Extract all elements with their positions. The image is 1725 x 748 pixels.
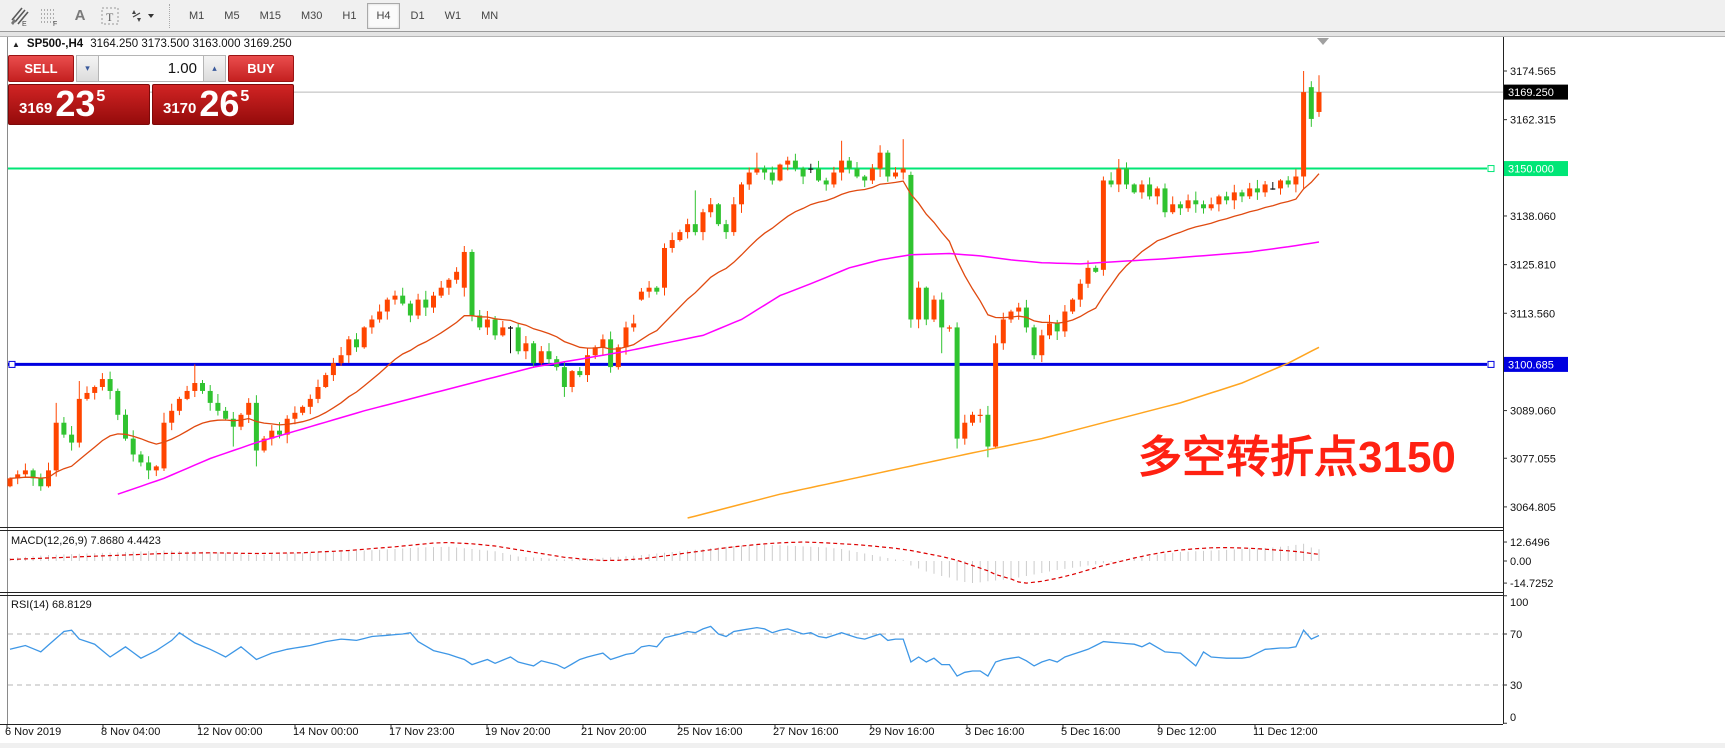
- sell-price-prefix: 3169: [19, 100, 53, 117]
- candles-group: [7, 71, 1322, 491]
- volume-input[interactable]: [99, 55, 203, 82]
- time-axis: [6, 725, 1256, 729]
- buy-button[interactable]: BUY: [228, 55, 294, 82]
- fibonacci-grid-icon: F: [41, 9, 57, 27]
- sell-quote-button[interactable]: 3169 23 5: [8, 84, 150, 125]
- timeframe-button-m30[interactable]: M30: [300, 9, 323, 22]
- buy-quote-button[interactable]: 3170 26 5: [152, 84, 294, 125]
- arrows-tool-icon: [132, 9, 154, 22]
- svg-text:3 Dec 16:00: 3 Dec 16:00: [965, 726, 1024, 738]
- timeframe-button-m1[interactable]: M1: [189, 9, 205, 22]
- collapse-panel-icon[interactable]: ▲: [12, 39, 20, 49]
- price-axis: [1503, 70, 1568, 508]
- svg-text:T: T: [106, 10, 114, 24]
- text-label-icon[interactable]: T: [96, 2, 124, 30]
- rsi-indicator-label: RSI(14) 68.8129: [11, 599, 92, 611]
- buy-price-fraction: 5: [240, 88, 250, 105]
- timeframe-button-mn[interactable]: MN: [481, 9, 499, 22]
- svg-text:14 Nov 00:00: 14 Nov 00:00: [293, 726, 358, 738]
- ohlc-values: 3164.250 3173.500 3163.000 3169.250: [90, 38, 292, 50]
- svg-text:12 Nov 00:00: 12 Nov 00:00: [197, 726, 262, 738]
- symbol-period-label: SP500-,H4: [26, 38, 84, 50]
- svg-text:25 Nov 16:00: 25 Nov 16:00: [677, 726, 742, 738]
- timeframe-button-w1[interactable]: W1: [444, 9, 462, 22]
- macd-indicator-label: MACD(12,26,9) 7.8680 4.4423: [11, 535, 161, 547]
- svg-text:9 Dec 12:00: 9 Dec 12:00: [1157, 726, 1216, 738]
- toolbar-separator: [169, 3, 171, 28]
- sell-button[interactable]: SELL: [8, 55, 74, 82]
- toolbar: E F A T: [0, 0, 1725, 32]
- svg-text:3113.560: 3113.560: [1510, 308, 1555, 320]
- svg-text:3064.805: 3064.805: [1510, 502, 1556, 514]
- arrows-tool-icon[interactable]: [126, 2, 158, 30]
- svg-text:17 Nov 23:00: 17 Nov 23:00: [389, 726, 454, 738]
- ma-mid-line: [117, 241, 1320, 495]
- sell-price-pips: 23: [55, 83, 96, 124]
- svg-text:12.6496: 12.6496: [1510, 537, 1550, 549]
- svg-text:0.00: 0.00: [1510, 556, 1531, 568]
- svg-text:3125.810: 3125.810: [1510, 260, 1556, 272]
- svg-text:E: E: [22, 21, 27, 27]
- svg-text:5 Dec 16:00: 5 Dec 16:00: [1061, 726, 1120, 738]
- timeframe-bar: M1 M5 M15 M30 H1 H4 D1 W1 MN: [179, 2, 508, 29]
- rsi-line: [9, 625, 1320, 678]
- volume-decrease-button[interactable]: ▾: [76, 55, 99, 82]
- text-label-icon: T: [101, 7, 119, 24]
- fibonacci-grid-icon[interactable]: F: [36, 2, 64, 30]
- svg-text:0: 0: [1510, 712, 1516, 724]
- svg-text:3150.000: 3150.000: [1508, 164, 1554, 176]
- one-click-trading-panel: SELL ▾ ▴ BUY 3169 23 5 3170 26 5: [8, 55, 294, 125]
- macd-signal-line: [9, 541, 1320, 584]
- svg-text:3174.565: 3174.565: [1510, 66, 1556, 78]
- svg-text:3162.315: 3162.315: [1510, 115, 1556, 127]
- svg-text:11 Dec 12:00: 11 Dec 12:00: [1253, 726, 1318, 738]
- svg-text:3169.250: 3169.250: [1508, 87, 1554, 99]
- svg-text:3138.060: 3138.060: [1510, 211, 1556, 223]
- macd-histogram: [9, 543, 1320, 584]
- svg-text:F: F: [53, 21, 57, 27]
- svg-text:3077.055: 3077.055: [1510, 453, 1556, 465]
- buy-price-pips: 26: [199, 83, 240, 124]
- svg-text:29 Nov 16:00: 29 Nov 16:00: [869, 726, 934, 738]
- window-bottom-strip: [0, 743, 1725, 748]
- svg-text:3100.685: 3100.685: [1508, 359, 1554, 371]
- timeframe-button-m15[interactable]: M15: [259, 9, 281, 22]
- volume-increase-button[interactable]: ▴: [203, 55, 226, 82]
- svg-text:6 Nov 2019: 6 Nov 2019: [5, 726, 61, 738]
- chart-annotation: 多空转折点3150: [1138, 433, 1456, 482]
- draw-objects-icon[interactable]: E: [6, 2, 34, 30]
- svg-text:30: 30: [1510, 680, 1522, 692]
- timeframe-button-d1[interactable]: D1: [410, 9, 425, 22]
- level-line-handle: [1487, 360, 1495, 368]
- timeframe-button-h4[interactable]: H4: [367, 2, 400, 29]
- svg-text:-14.7252: -14.7252: [1510, 578, 1553, 590]
- text-tool-icon[interactable]: A: [74, 7, 86, 24]
- svg-text:100: 100: [1510, 597, 1528, 609]
- buy-price-prefix: 3170: [163, 100, 197, 117]
- svg-text:70: 70: [1510, 629, 1522, 641]
- level-line-handle: [1487, 165, 1495, 173]
- svg-text:8 Nov 04:00: 8 Nov 04:00: [101, 726, 160, 738]
- chart-header: ▲ SP500-,H4 3164.250 3173.500 3163.000 3…: [12, 38, 292, 50]
- sell-price-fraction: 5: [96, 88, 106, 105]
- svg-text:3089.060: 3089.060: [1510, 406, 1556, 418]
- timeframe-button-h1[interactable]: H1: [342, 9, 357, 22]
- svg-text:27 Nov 16:00: 27 Nov 16:00: [773, 726, 838, 738]
- ma-slow-line: [687, 346, 1320, 519]
- ma-fast-line: [9, 173, 1320, 479]
- svg-text:21 Nov 20:00: 21 Nov 20:00: [581, 726, 646, 738]
- chart-shift-marker: [1317, 38, 1329, 45]
- timeframe-button-m5[interactable]: M5: [224, 9, 240, 22]
- level-line-handle: [8, 360, 16, 368]
- svg-text:19 Nov 20:00: 19 Nov 20:00: [485, 726, 550, 738]
- draw-objects-icon: E: [11, 6, 29, 27]
